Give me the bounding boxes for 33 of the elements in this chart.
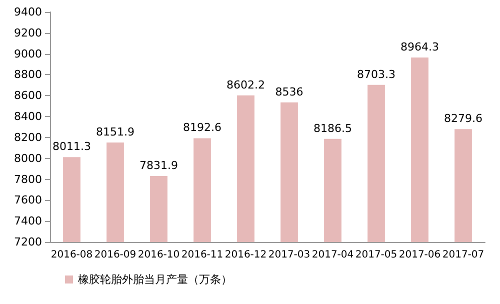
data-label: 7831.9 [140, 158, 178, 172]
data-label: 8279.6 [444, 112, 482, 126]
legend-label: 橡胶轮胎外胎当月产量（万条） [78, 273, 232, 286]
x-tick-label: 2017-07 [442, 250, 484, 260]
y-tick-label: 9000 [14, 47, 42, 60]
x-tick-label: 2017-03 [268, 250, 310, 260]
y-tick-label: 9200 [14, 26, 42, 40]
x-tick-label: 2016-09 [94, 250, 136, 260]
y-tick-label: 9400 [14, 6, 42, 18]
x-tick-label: 2016-08 [50, 250, 93, 260]
data-label: 8151.9 [96, 125, 134, 138]
data-label: 8192.6 [183, 121, 222, 134]
x-tick-label: 2017-04 [312, 250, 354, 260]
data-label: 8011.3 [52, 140, 91, 154]
y-tick-label: 7200 [14, 236, 42, 248]
x-tick-label: 2016-12 [224, 250, 267, 260]
x-tick-label: 2017-06 [398, 250, 441, 260]
data-label: 8186.5 [314, 122, 352, 135]
y-tick-label: 8200 [14, 130, 42, 144]
y-tick-label: 8400 [14, 110, 42, 124]
x-tick-label: 2017-05 [355, 250, 398, 260]
data-label: 8703.3 [357, 68, 396, 81]
data-label: 8602.2 [226, 78, 265, 92]
y-tick-label: 7800 [14, 172, 42, 186]
y-tick-label: 8600 [14, 89, 42, 102]
data-label: 8536 [275, 85, 304, 98]
y-tick-label: 8000 [14, 152, 42, 165]
data-label: 8964.3 [400, 40, 439, 54]
x-tick-label: 2016-11 [181, 250, 224, 260]
y-tick-label: 8800 [14, 68, 42, 82]
x-tick-label: 2016-10 [138, 250, 180, 260]
y-tick-label: 7400 [14, 214, 42, 228]
y-tick-label: 7600 [14, 194, 42, 207]
